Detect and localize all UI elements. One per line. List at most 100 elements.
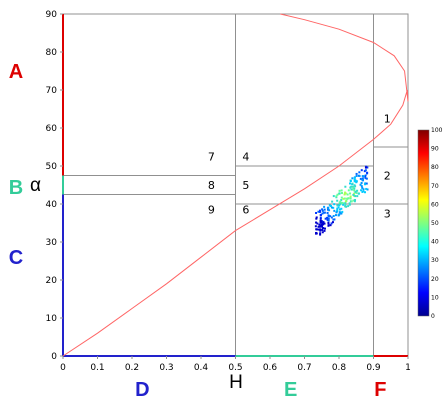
scatter-point	[315, 221, 318, 224]
scatter-point	[329, 205, 332, 208]
scatter-point	[336, 193, 339, 196]
scatter-point	[319, 225, 322, 228]
scatter-point	[329, 215, 332, 218]
x-tick-label: 0.8	[332, 363, 347, 373]
scatter-point	[319, 213, 322, 216]
scatter-point	[366, 166, 369, 169]
scatter-point	[361, 186, 364, 189]
scatter-point	[338, 201, 341, 204]
colorbar-tick-label: 90	[431, 146, 439, 153]
scatter-point	[328, 204, 331, 207]
scatter-point	[339, 212, 342, 215]
scatter-point	[349, 192, 352, 195]
scatter-point	[321, 208, 324, 211]
zone-label-1: 1	[384, 113, 391, 126]
scatter-point	[319, 221, 322, 224]
scatter-point	[359, 177, 362, 180]
scatter-point	[351, 182, 354, 185]
scatter-point	[348, 202, 351, 205]
scatter-point	[333, 209, 336, 212]
y-axis-label: α	[30, 175, 41, 196]
scatter-point	[340, 207, 343, 210]
zone-label-7: 7	[208, 151, 215, 164]
scatter-point	[323, 229, 326, 232]
scatter-point	[332, 218, 335, 221]
zone-label-4: 4	[242, 151, 249, 164]
scatter-point	[321, 231, 324, 234]
colorbar-tick-label: 60	[431, 201, 439, 208]
x-group-label-F: F	[374, 379, 386, 401]
colorbar-tick-label: 100	[431, 127, 443, 134]
scatter-point	[334, 214, 337, 217]
scatter-point	[356, 189, 359, 192]
scatter-point	[337, 214, 340, 217]
scatter-point	[342, 197, 345, 200]
scatter-point	[340, 192, 343, 195]
scatter-point	[353, 200, 356, 203]
scatter-point	[344, 192, 347, 195]
scatter-point	[332, 206, 335, 209]
feasibility-curve	[62, 13, 409, 357]
scatter-point	[335, 211, 338, 214]
colorbar-tick-label: 70	[431, 183, 439, 190]
x-tick-label: 0.6	[263, 363, 278, 373]
scatter-point	[344, 204, 347, 207]
scatter-point	[358, 171, 361, 174]
scatter-point	[338, 189, 341, 192]
scatter-point	[337, 206, 340, 209]
y-tick-label: 20	[46, 276, 58, 286]
scatter-point	[366, 188, 369, 191]
colorbar-tick-label: 30	[431, 257, 439, 264]
scatter-point	[339, 203, 342, 206]
scatter-point	[315, 216, 318, 219]
scatter-point	[338, 208, 341, 211]
scatter-point	[353, 192, 356, 195]
scatter-point	[319, 232, 322, 235]
scatter-point	[327, 217, 330, 220]
scatter-point	[361, 178, 364, 181]
scatter-point	[360, 189, 363, 192]
scatter-point	[319, 216, 322, 219]
scatter-point	[317, 210, 320, 213]
colorbar	[417, 129, 430, 317]
scatter-point	[314, 225, 317, 228]
y-tick-label: 50	[46, 162, 58, 172]
scatter-point	[353, 187, 356, 190]
scatter-point	[361, 177, 364, 180]
scatter-point	[323, 205, 326, 208]
scatter-point	[315, 211, 318, 214]
scatter-point	[349, 182, 352, 185]
zone-label-2: 2	[384, 170, 391, 183]
scatter-point	[318, 210, 321, 213]
x-group-label-D: D	[135, 379, 149, 401]
y-tick-label: 80	[46, 48, 58, 58]
scatter-point	[362, 175, 365, 178]
scatter-point	[355, 174, 358, 177]
colorbar-tick-label: 20	[431, 276, 439, 283]
zone-label-6: 6	[242, 204, 249, 217]
scatter-point	[360, 185, 363, 188]
scatter-point	[323, 211, 326, 214]
scatter-point	[354, 195, 357, 198]
scatter-point	[359, 183, 362, 186]
scatter-point	[341, 210, 344, 213]
scatter-point	[364, 169, 367, 172]
scatter-point	[331, 221, 334, 224]
scatter-point	[321, 228, 324, 231]
scatter-point	[323, 208, 326, 211]
scatter-point	[319, 220, 322, 223]
scatter-point	[336, 209, 339, 212]
scatter-point	[324, 217, 327, 220]
scatter-point	[365, 177, 368, 180]
scatter-point	[344, 185, 347, 188]
scatter-point	[363, 183, 366, 186]
scatter-point	[321, 212, 324, 215]
scatter-point	[326, 216, 329, 219]
scatter-point	[349, 186, 352, 189]
scatter-point	[354, 185, 357, 188]
scatter-cluster	[314, 165, 369, 236]
scatter-point	[328, 209, 331, 212]
scatter-point	[339, 200, 342, 203]
scatter-point	[322, 223, 325, 226]
scatter-point	[348, 203, 351, 206]
